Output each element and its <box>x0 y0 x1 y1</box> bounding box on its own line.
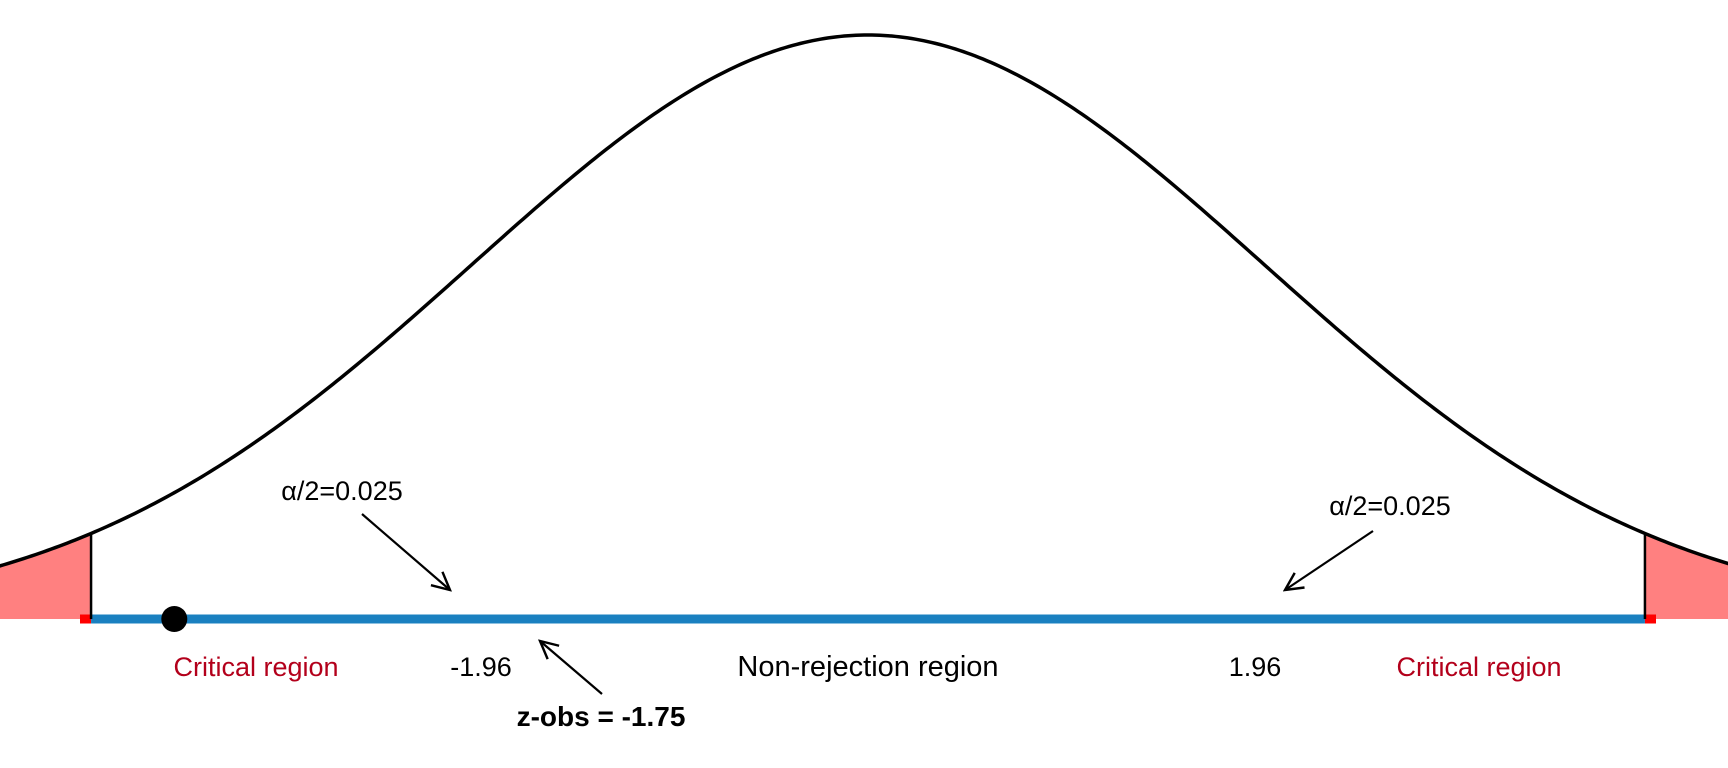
left-critical-value-label: -1.96 <box>450 652 512 682</box>
right-critical-area <box>1644 533 1728 619</box>
left-alpha-label: α/2=0.025 <box>281 476 402 506</box>
right-alpha-arrow <box>1285 530 1374 590</box>
right-critical-region-label: Critical region <box>1396 652 1561 682</box>
left-critical-region-label: Critical region <box>173 652 338 682</box>
left-alpha-arrow <box>361 513 450 590</box>
z-obs-point <box>161 606 188 632</box>
right-critical-value-label: 1.96 <box>1229 652 1282 682</box>
non-rejection-region-label: Non-rejection region <box>737 651 998 683</box>
z-obs-arrow <box>540 641 603 695</box>
z-obs-label: z-obs = -1.75 <box>517 701 686 732</box>
normal-density-curve <box>0 33 1728 568</box>
right-alpha-label: α/2=0.025 <box>1329 491 1450 521</box>
left-critical-area <box>0 533 92 619</box>
